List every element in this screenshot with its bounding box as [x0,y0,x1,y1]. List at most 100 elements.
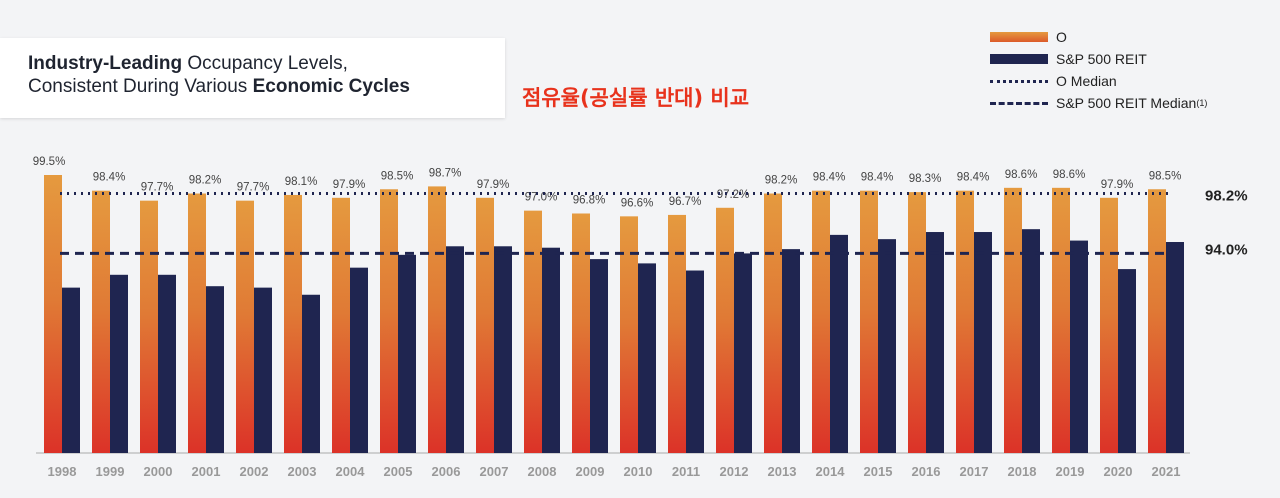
x-tick-label: 2002 [240,464,269,479]
bar-sp500 [446,246,464,453]
bar-o [908,192,926,453]
title-bold-2: Economic Cycles [252,76,410,97]
legend-item-sp500: S&P 500 REIT [990,48,1207,70]
x-tick-label: 2005 [384,464,413,479]
legend-swatch-sp500 [990,54,1048,64]
x-tick-label: 2011 [672,464,700,479]
x-tick-label: 2017 [960,464,989,479]
bar-o [1100,197,1118,453]
bar-sp500 [350,267,368,453]
data-label: 98.3% [909,173,942,185]
bar-o [380,189,398,453]
x-tick-label: 2008 [528,464,557,479]
legend-swatch-dashed [990,101,1048,105]
data-label: 98.6% [1053,169,1086,181]
chart-title: Industry-Leading Occupancy Levels, Consi… [28,52,410,98]
bar-o [92,190,110,453]
bar-sp500 [494,246,512,453]
bar-sp500 [158,274,176,453]
bar-sp500 [542,247,560,453]
bar-o [236,200,254,453]
x-tick-label: 2013 [768,464,797,479]
x-tick-label: 2015 [864,464,893,479]
bar-sp500 [782,249,800,453]
legend-item-sp500-median: S&P 500 REIT Median (1) [990,92,1207,114]
data-label: 97.9% [1101,179,1134,191]
legend-label: O [1056,29,1067,45]
bar-sp500 [878,239,896,453]
data-label: 98.2% [765,175,798,187]
x-tick-label: 2003 [288,464,317,479]
bar-o [1004,187,1022,454]
bar-sp500 [110,274,128,453]
bar-sp500 [734,253,752,453]
bar-sp500 [206,286,224,453]
bar-o [860,190,878,453]
bar-sp500 [1022,229,1040,453]
data-label: 98.4% [957,172,990,184]
data-label: 96.6% [621,197,654,209]
data-label: 99.5% [33,156,66,168]
legend-swatch-dotted [990,79,1048,83]
korean-annotation: 점유율(공실률 반대) 비교 [522,86,750,110]
median-value-label: 98.2% [1205,188,1248,205]
data-label: 98.5% [381,170,414,182]
legend-item-o: O [990,26,1207,48]
x-tick-label: 2012 [720,464,749,479]
data-label: 98.7% [429,167,462,179]
bar-o [44,175,62,453]
data-label: 98.4% [813,172,846,184]
data-label: 98.6% [1005,169,1038,181]
bar-o [140,200,158,453]
bar-o [524,210,542,453]
x-tick-label: 2010 [624,464,653,479]
data-label: 98.1% [285,176,318,188]
x-tick-label: 2021 [1152,464,1181,479]
bar-o [188,193,206,454]
data-label: 98.4% [93,172,126,184]
bar-o [620,216,638,453]
bar-sp500 [302,294,320,453]
legend-label: O Median [1056,73,1117,89]
data-label: 97.7% [141,182,174,194]
data-label: 98.2% [189,175,222,187]
bar-sp500 [686,270,704,453]
bar-sp500 [62,287,80,453]
x-tick-label: 2020 [1104,464,1133,479]
x-tick-label: 2009 [576,464,605,479]
x-tick-label: 2000 [144,464,173,479]
title-box: Industry-Leading Occupancy Levels, Consi… [0,38,505,118]
data-label: 96.8% [573,194,606,206]
bar-o [668,214,686,453]
bar-sp500 [1118,269,1136,453]
bar-sp500 [638,263,656,453]
legend: O S&P 500 REIT O Median S&P 500 REIT Med… [990,26,1207,114]
data-label: 97.0% [525,192,558,204]
legend-footnote: (1) [1196,98,1208,108]
bar-o [716,207,734,453]
bar-o [764,193,782,454]
x-tick-label: 2016 [912,464,941,479]
title-text-1: Occupancy Levels, [182,53,348,74]
bar-o [812,190,830,453]
data-label: 97.9% [477,179,510,191]
bar-o [1052,187,1070,454]
bar-o [572,213,590,453]
x-tick-label: 2007 [480,464,509,479]
title-bold-1: Industry-Leading [28,53,183,74]
median-value-label: 94.0% [1205,241,1248,258]
x-tick-label: 1998 [48,464,77,479]
bar-sp500 [254,287,272,453]
legend-item-o-median: O Median [990,70,1207,92]
legend-swatch-o [990,32,1048,42]
data-label: 98.4% [861,172,894,184]
bar-o [332,197,350,453]
bar-sp500 [398,254,416,453]
bar-o [284,194,302,453]
x-tick-label: 1999 [96,464,125,479]
x-tick-label: 2006 [432,464,461,479]
bar-sp500 [926,232,944,453]
bar-o [476,197,494,453]
data-label: 96.7% [669,196,702,208]
